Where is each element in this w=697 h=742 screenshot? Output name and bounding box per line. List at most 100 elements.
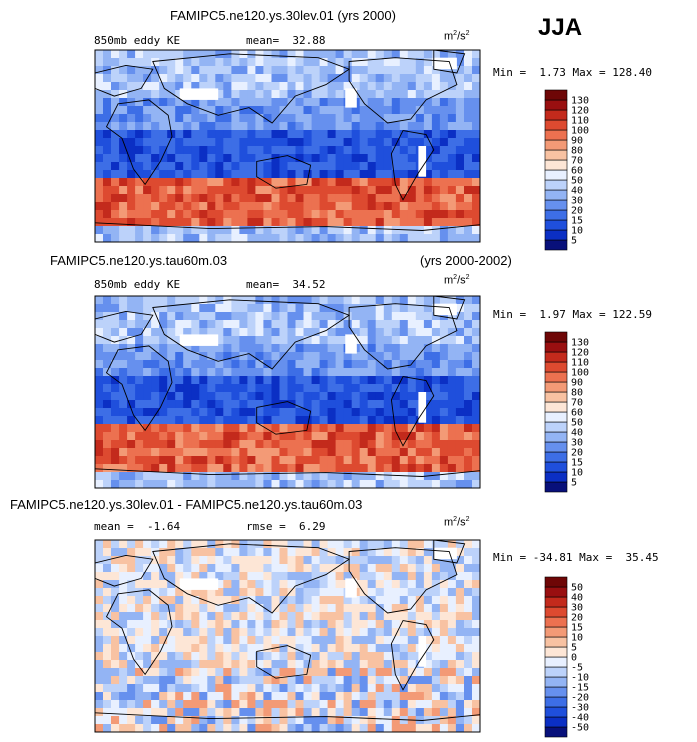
map-cell (231, 480, 240, 488)
map-cell (151, 660, 160, 669)
map-cell (151, 652, 160, 661)
map-cell (359, 620, 369, 629)
colorbar-tick-label: 20 (571, 206, 583, 217)
map-cell (472, 138, 480, 147)
map-cell (191, 170, 200, 179)
map-cell (399, 692, 409, 701)
map-cell (327, 448, 337, 457)
map-cell (351, 106, 361, 115)
map-cell (383, 384, 393, 393)
map-cell (223, 588, 232, 597)
map-cell (287, 170, 297, 179)
map-cell (439, 400, 449, 409)
map-cell (319, 186, 329, 195)
map-cell (472, 440, 480, 449)
map-cell (199, 296, 208, 305)
map-cell (423, 170, 433, 179)
map-cell (159, 644, 168, 653)
map-cell (111, 644, 120, 653)
map-cell (151, 572, 160, 581)
map-cell (175, 170, 184, 179)
map-cell (167, 564, 176, 573)
map-cell (335, 376, 345, 385)
map-cell (423, 464, 433, 473)
map-cell (287, 424, 297, 433)
map-cell (223, 432, 232, 441)
map-cell (119, 106, 128, 115)
map-cell (127, 146, 136, 155)
map-cell (127, 612, 136, 621)
map-cell (399, 588, 409, 597)
map-cell (111, 186, 120, 195)
map-cell (455, 296, 465, 305)
map-cell (271, 408, 281, 417)
map-cell (407, 676, 417, 685)
map-cell (367, 548, 377, 557)
map-cell (191, 660, 200, 669)
map-cell (431, 138, 441, 147)
map-cell (191, 352, 200, 361)
map-cell (447, 154, 457, 163)
map-cell (159, 344, 168, 353)
map-cell (439, 360, 449, 369)
colorbar-tick-label: 15 (571, 216, 583, 227)
map-cell (199, 178, 208, 187)
map-cell (191, 400, 200, 409)
map-cell (439, 178, 449, 187)
map-cell (447, 114, 457, 123)
map-cell (295, 448, 305, 457)
map-cell (359, 376, 369, 385)
map-cell (95, 652, 104, 661)
map-cell (135, 202, 144, 211)
map-cell (119, 392, 128, 401)
map-cell (151, 416, 160, 425)
map-cell (455, 668, 465, 677)
map-cell (383, 58, 393, 67)
map-cell (111, 392, 120, 401)
map-cell (383, 588, 393, 597)
map-cell (215, 668, 224, 677)
map-cell (263, 50, 272, 59)
map-cell (135, 660, 144, 669)
map-cell (287, 432, 297, 441)
map-cell (223, 564, 232, 573)
map-cell (183, 416, 192, 425)
map-cell (303, 440, 313, 449)
map-cell (215, 114, 224, 123)
map-cell (423, 668, 433, 677)
map-cell (359, 572, 369, 581)
map-cell (223, 328, 232, 337)
map-cell (351, 480, 361, 488)
map-cell (103, 424, 112, 433)
map-cell (287, 480, 297, 488)
map-cell (287, 652, 297, 661)
map-cell (175, 178, 184, 187)
map-cell (391, 162, 401, 171)
map-cell (455, 210, 465, 219)
map-cell (119, 480, 128, 488)
min-label: Min = (493, 66, 527, 79)
map-cell (271, 596, 281, 605)
map-cell (375, 138, 385, 147)
map-cell (447, 684, 457, 693)
map-cell (223, 304, 232, 313)
map-cell (183, 304, 192, 313)
map-cell (143, 472, 152, 481)
map-cell (135, 384, 144, 393)
map-cell (279, 210, 289, 219)
map-cell (415, 66, 425, 75)
map-cell (415, 186, 425, 195)
map-cell (167, 692, 176, 701)
map-cell (359, 320, 369, 329)
map-cell (287, 138, 297, 147)
map-cell (295, 684, 305, 693)
units-base: m (444, 516, 454, 529)
map-cell (359, 90, 369, 99)
map-cell (167, 82, 176, 91)
map-cell (263, 700, 272, 709)
map-cell (431, 464, 441, 473)
map-cell (127, 50, 136, 59)
map-cell (279, 202, 289, 211)
map-cell (375, 336, 385, 345)
map-cell (159, 66, 168, 75)
